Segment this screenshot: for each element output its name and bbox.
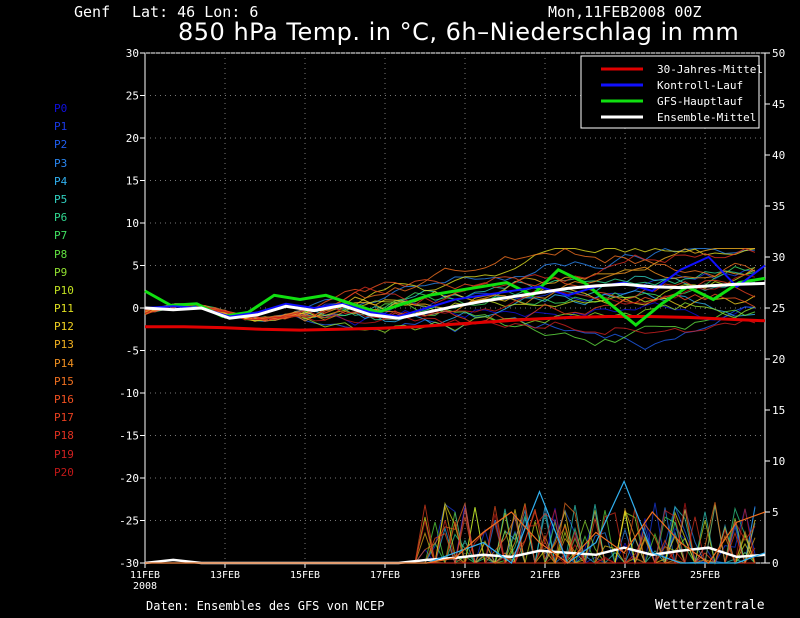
member-label-p12: P12	[54, 320, 74, 334]
temp-series-gfs-hauptlauf	[144, 267, 766, 327]
member-label-p10: P10	[54, 283, 74, 297]
member-label-p3: P3	[54, 156, 68, 170]
y2-tick-label: 40	[772, 149, 785, 162]
member-label-p16: P16	[54, 393, 74, 406]
y2-tick-label: 50	[772, 47, 785, 60]
y2-tick-label: 0	[772, 557, 779, 570]
y-tick-label: -15	[119, 430, 139, 443]
y-tick-label: -5	[126, 345, 139, 358]
y-tick-label: -20	[119, 472, 139, 485]
x-year-label: 2008	[133, 581, 157, 592]
x-tick-label: 25FEB	[690, 570, 720, 581]
member-label-p6: P6	[54, 211, 68, 225]
y-tick-label: 5	[132, 260, 139, 273]
legend-label: Kontroll-Lauf	[657, 79, 743, 92]
y2-tick-label: 30	[772, 251, 785, 264]
member-label-p11: P11	[54, 302, 74, 316]
member-label-p7: P7	[54, 229, 68, 243]
member-label-p13: P13	[54, 338, 74, 352]
member-label-p15: P15	[54, 374, 74, 388]
x-tick-label: 19FEB	[450, 570, 480, 581]
y-tick-label: 25	[126, 90, 139, 103]
brand-label: Wetterzentrale	[655, 598, 765, 613]
member-label-p19: P19	[54, 447, 74, 461]
member-label-p1: P1	[54, 120, 68, 134]
legend-label: GFS-Hauptlauf	[657, 95, 743, 108]
member-label-p2: P2	[54, 138, 68, 152]
y-tick-label: 15	[126, 175, 139, 188]
legend-label: 30-Jahres-Mittel	[657, 63, 763, 76]
coords-label: Lat: 46 Lon: 6	[132, 3, 259, 21]
temp-series--jahres-mittel	[145, 315, 766, 332]
member-label-p17: P17	[54, 411, 74, 425]
member-label-p20: P20	[54, 465, 74, 479]
location-label: Genf	[74, 3, 111, 21]
member-label-p5: P5	[54, 192, 68, 206]
member-label-p0: P0	[54, 102, 68, 115]
y-tick-label: -10	[119, 387, 139, 400]
y2-tick-label: 20	[772, 353, 785, 366]
y2-tick-label: 5	[772, 506, 779, 519]
member-label-p4: P4	[54, 174, 68, 188]
run-label: Mon,11FEB2008 00Z	[548, 3, 702, 21]
member-label-p18: P18	[54, 429, 74, 443]
y-tick-label: -30	[119, 557, 139, 570]
y2-tick-label: 35	[772, 200, 785, 213]
chart-title: 850 hPa Temp. in °C, 6h–Niederschlag in …	[178, 18, 740, 46]
data-source-label: Daten: Ensembles des GFS von NCEP	[146, 599, 385, 613]
y-tick-label: 10	[126, 217, 139, 230]
y2-tick-label: 25	[772, 302, 785, 315]
legend-label: Ensemble-Mittel	[657, 111, 756, 124]
temp-series-ensemble-mittel	[144, 281, 766, 320]
member-list: P0 P1 P2 P3 P4 P5 P6 P7 P8 P9 P10 P11 P12 P13 P14 P15 P1…	[54, 100, 74, 482]
x-tick-label: 17FEB	[370, 570, 400, 581]
y-tick-label: -25	[119, 515, 139, 528]
member-label-p9: P9	[54, 265, 68, 279]
x-tick-label: 21FEB	[530, 570, 560, 581]
x-tick-label: 11FEB	[130, 570, 160, 581]
member-label-p14: P14	[54, 356, 74, 370]
x-tick-label: 15FEB	[290, 570, 320, 581]
temp-series-kontroll-lauf	[144, 255, 766, 318]
y-tick-label: 30	[126, 47, 139, 60]
precip-series-p15	[145, 511, 766, 564]
y-tick-label: 0	[132, 302, 139, 315]
x-tick-label: 13FEB	[210, 570, 240, 581]
y2-tick-label: 45	[772, 98, 785, 111]
member-label-p8: P8	[54, 247, 68, 261]
y-tick-label: 20	[126, 132, 139, 145]
x-tick-label: 23FEB	[610, 570, 640, 581]
y2-tick-label: 10	[772, 455, 785, 468]
member-temp-line	[144, 274, 756, 324]
y2-tick-label: 15	[772, 404, 785, 417]
